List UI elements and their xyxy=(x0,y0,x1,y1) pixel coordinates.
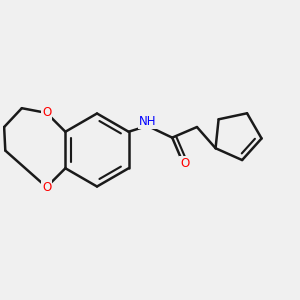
Text: O: O xyxy=(42,181,51,194)
Text: NH: NH xyxy=(139,115,156,128)
Text: O: O xyxy=(42,106,51,119)
Text: O: O xyxy=(181,157,190,170)
